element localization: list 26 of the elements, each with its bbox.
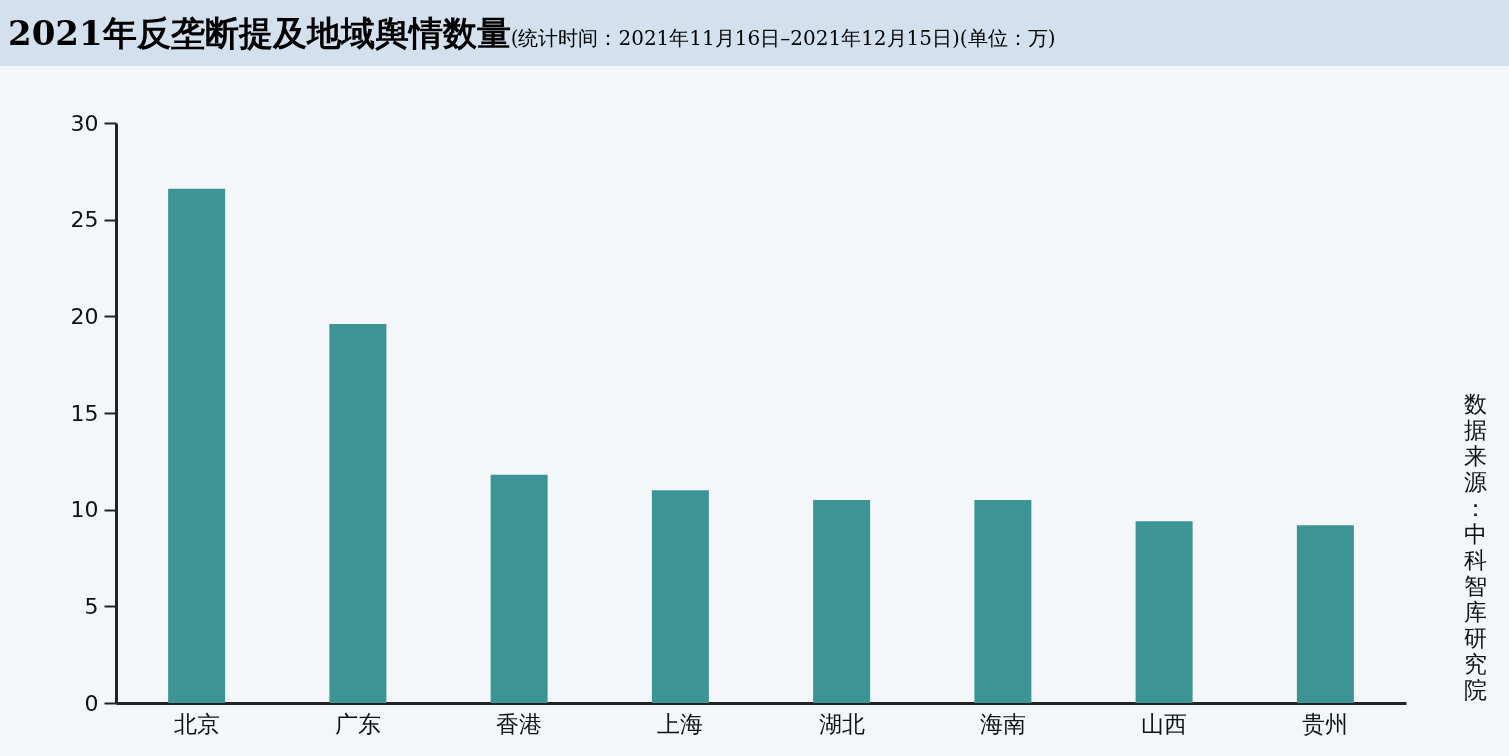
y-tick-label: 30 — [70, 110, 99, 136]
y-tick-label: 0 — [84, 690, 99, 716]
x-tick-label: 湖北 — [818, 710, 865, 737]
y-tick-label: 5 — [84, 593, 99, 619]
x-tick-label: 广东 — [334, 710, 381, 737]
chart-title: 2021年反垄断提及地域舆情数量 — [8, 12, 511, 55]
bar — [651, 490, 709, 703]
y-tick-label: 25 — [70, 207, 99, 233]
y-tick-label: 15 — [70, 400, 99, 426]
bar — [168, 188, 226, 703]
bar — [1296, 525, 1354, 703]
bar — [329, 324, 387, 703]
bar — [974, 500, 1032, 703]
x-tick-label: 贵州 — [1302, 710, 1349, 737]
x-tick-label: 香港 — [496, 710, 543, 737]
bar — [490, 474, 548, 703]
bar — [813, 500, 871, 703]
x-tick-label: 海南 — [979, 710, 1026, 737]
x-tick-label: 上海 — [657, 710, 704, 737]
y-tick-label: 20 — [70, 303, 99, 329]
x-tick-label: 北京 — [173, 710, 220, 737]
x-tick-label: 山西 — [1141, 710, 1188, 737]
source-note: 数据来源：中科智库研究院 — [1462, 391, 1488, 703]
chart-subtitle: (统计时间：2021年11月16日–2021年12月15日)(单位：万) — [510, 25, 1056, 52]
y-tick-label: 10 — [70, 497, 99, 523]
bar — [1135, 521, 1193, 703]
